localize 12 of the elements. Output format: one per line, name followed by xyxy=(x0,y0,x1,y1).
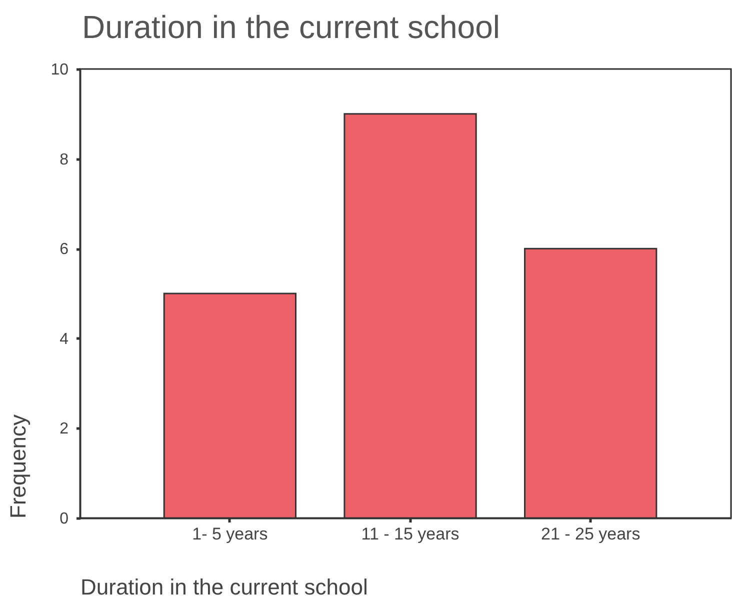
x-tick-label: 1- 5 years xyxy=(192,524,268,544)
y-tick-label: 4 xyxy=(60,330,69,348)
x-tick-label: 11 - 15 years xyxy=(361,524,460,544)
y-tick-label: 6 xyxy=(60,241,69,258)
y-tick-label: 2 xyxy=(60,420,69,438)
y-tick-label: 0 xyxy=(60,510,69,528)
chart-title: Duration in the current school xyxy=(82,9,500,45)
x-tick-label: 21 - 25 years xyxy=(540,524,640,544)
y-tick-label: 8 xyxy=(60,151,69,168)
y-tick-label: 10 xyxy=(50,62,69,78)
x-axis-title: Duration in the current school xyxy=(80,574,368,599)
y-axis-title: Frequency xyxy=(6,414,31,518)
